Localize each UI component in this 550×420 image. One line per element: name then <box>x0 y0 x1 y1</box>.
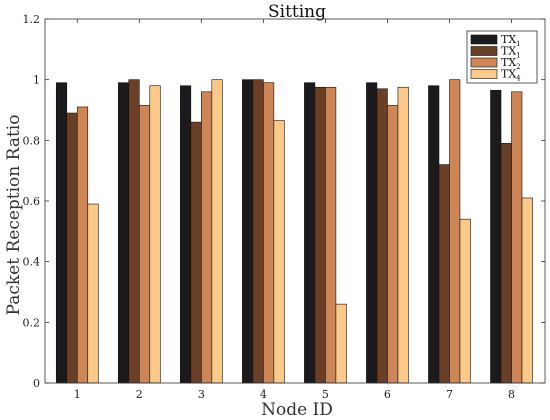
bar-node-3-series-3 <box>201 91 213 384</box>
y-tick-label: 0.4 <box>23 256 41 269</box>
y-tick-label: 0.2 <box>23 316 41 329</box>
bar-node-7-series-1 <box>428 85 440 384</box>
bar-node-1-series-2 <box>66 112 78 384</box>
bar-node-4-series-2 <box>252 79 264 384</box>
bar-node-5-series-1 <box>304 82 316 384</box>
x-tick-label: 2 <box>136 388 143 401</box>
legend-swatch <box>470 46 498 56</box>
y-tick-label: 0 <box>33 377 40 390</box>
bar-node-5-series-4 <box>335 303 347 384</box>
bar-node-6-series-3 <box>387 105 399 384</box>
bar-node-3-series-4 <box>211 79 223 384</box>
bar-node-4-series-3 <box>263 82 275 384</box>
x-tick-label: 1 <box>74 388 81 401</box>
bar-node-8-series-2 <box>500 143 512 384</box>
bar-node-3-series-2 <box>190 121 202 384</box>
chart-title: Sitting <box>268 2 326 22</box>
bar-node-1-series-1 <box>55 82 68 384</box>
bar-node-7-series-4 <box>459 218 471 384</box>
x-tick-label: 6 <box>384 388 391 401</box>
bar-node-2-series-4 <box>149 85 161 384</box>
bar-node-4-series-1 <box>242 79 254 384</box>
bar-node-6-series-1 <box>366 82 378 384</box>
plot-frame <box>44 18 546 384</box>
y-tick-label: 0.8 <box>23 134 41 147</box>
bar-node-6-series-4 <box>397 86 409 384</box>
bar-node-7-series-3 <box>449 79 461 384</box>
x-tick-label: 7 <box>446 388 453 401</box>
legend-label: TX4 <box>501 68 521 83</box>
legend-label: TX2 <box>501 56 521 71</box>
bar-node-3-series-1 <box>180 85 192 384</box>
bar-node-1-series-3 <box>76 106 89 384</box>
y-tick-label: 1.2 <box>23 13 41 26</box>
y-tick-label: 0.6 <box>23 195 41 208</box>
legend-swatch <box>470 34 498 45</box>
bar-node-7-series-2 <box>438 164 450 384</box>
legend-swatch <box>470 69 498 79</box>
legend-label: TX1 <box>501 33 521 48</box>
legend-swatch <box>470 57 498 68</box>
bar-node-8-series-4 <box>521 197 533 384</box>
bar-node-8-series-1 <box>490 89 502 384</box>
x-tick-label: 3 <box>198 388 205 401</box>
bar-node-4-series-4 <box>273 120 285 384</box>
bar-node-6-series-2 <box>376 88 388 384</box>
bar-node-2-series-1 <box>117 82 130 384</box>
bar-node-5-series-2 <box>314 86 326 384</box>
x-axis-label: Node ID <box>261 400 333 420</box>
x-tick-label: 8 <box>508 388 515 401</box>
bar-node-8-series-3 <box>511 91 523 384</box>
bar-node-2-series-3 <box>138 105 151 384</box>
bar-node-1-series-4 <box>87 203 99 384</box>
x-tick-label: 4 <box>260 388 267 401</box>
bar-node-5-series-3 <box>325 86 337 384</box>
legend-label: TX1 <box>501 45 521 60</box>
y-tick-label: 1 <box>33 74 40 87</box>
x-tick-label: 5 <box>322 388 329 401</box>
bars <box>55 79 533 384</box>
y-axis-label: Packet Reception Ratio <box>4 115 24 316</box>
bar-node-2-series-2 <box>128 79 140 384</box>
